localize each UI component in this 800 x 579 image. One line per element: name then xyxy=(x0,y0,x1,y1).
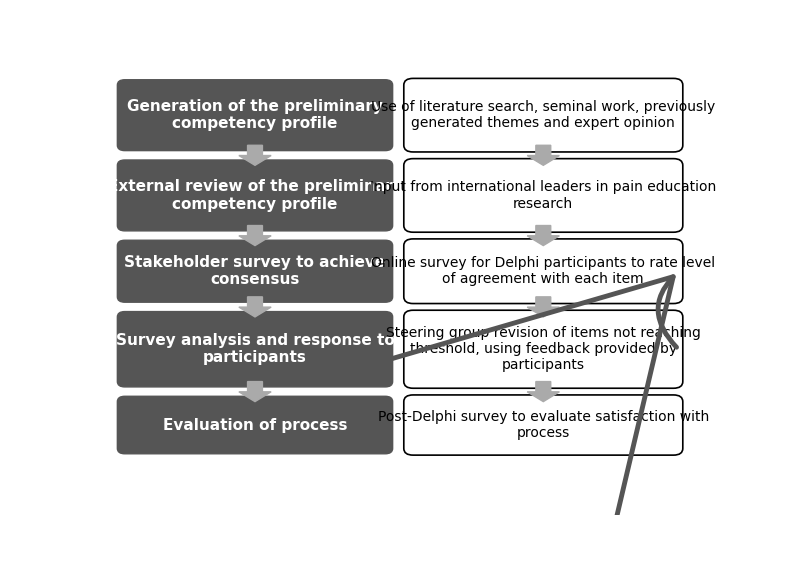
FancyBboxPatch shape xyxy=(404,78,682,152)
Text: Use of literature search, seminal work, previously
generated themes and expert o: Use of literature search, seminal work, … xyxy=(371,100,715,130)
FancyArrow shape xyxy=(239,297,271,317)
FancyBboxPatch shape xyxy=(404,310,682,389)
FancyBboxPatch shape xyxy=(404,395,682,455)
Text: Steering group revision of items not reaching
threshold, using feedback provided: Steering group revision of items not rea… xyxy=(386,326,701,372)
FancyArrow shape xyxy=(239,145,271,166)
Text: Online survey for Delphi participants to rate level
of agreement with each item: Online survey for Delphi participants to… xyxy=(371,256,715,287)
FancyBboxPatch shape xyxy=(404,239,682,303)
FancyArrow shape xyxy=(527,145,559,166)
Text: Generation of the preliminary
competency profile: Generation of the preliminary competency… xyxy=(127,99,383,131)
FancyArrow shape xyxy=(527,226,559,245)
FancyBboxPatch shape xyxy=(118,160,393,231)
FancyArrow shape xyxy=(527,382,559,402)
Text: Stakeholder survey to achieve
consensus: Stakeholder survey to achieve consensus xyxy=(124,255,386,287)
FancyArrow shape xyxy=(239,382,271,402)
FancyArrow shape xyxy=(527,297,559,317)
Text: External review of the preliminary
competency profile: External review of the preliminary compe… xyxy=(108,179,402,212)
FancyBboxPatch shape xyxy=(118,80,393,151)
FancyBboxPatch shape xyxy=(118,240,393,302)
FancyBboxPatch shape xyxy=(118,312,393,387)
Text: Survey analysis and response to
participants: Survey analysis and response to particip… xyxy=(116,333,394,365)
FancyBboxPatch shape xyxy=(404,159,682,232)
FancyArrow shape xyxy=(239,226,271,245)
Text: Input from international leaders in pain education
research: Input from international leaders in pain… xyxy=(370,180,717,211)
FancyArrowPatch shape xyxy=(340,277,677,579)
Text: Post-Delphi survey to evaluate satisfaction with
process: Post-Delphi survey to evaluate satisfact… xyxy=(378,410,709,440)
FancyBboxPatch shape xyxy=(118,396,393,454)
Text: Evaluation of process: Evaluation of process xyxy=(162,417,347,433)
